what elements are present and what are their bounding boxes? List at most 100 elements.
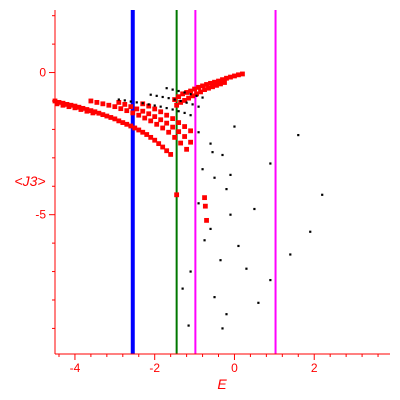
red-point-103	[210, 84, 215, 90]
red-point-25	[152, 137, 158, 143]
red-point-20	[132, 125, 138, 131]
red-point-93	[240, 71, 245, 77]
x-tick-label: -2	[149, 361, 160, 375]
red-point-69	[152, 106, 158, 112]
black-point-25	[183, 91, 186, 94]
red-point-101	[202, 87, 207, 93]
red-point-52	[178, 140, 184, 146]
red-point-13	[104, 113, 110, 119]
red-point-99	[194, 91, 199, 97]
red-point-30	[54, 101, 60, 107]
black-point-21	[197, 105, 200, 108]
red-point-39	[100, 101, 106, 107]
red-point-102	[206, 85, 211, 91]
black-point-46	[187, 324, 190, 327]
red-point-95	[178, 99, 184, 105]
black-point-17	[173, 98, 176, 101]
red-point-94	[174, 102, 180, 108]
red-point-12	[100, 112, 106, 118]
red-point-19	[128, 123, 134, 129]
red-point-97	[186, 95, 192, 101]
red-point-84	[204, 82, 209, 87]
red-point-37	[88, 98, 94, 104]
red-point-80	[188, 88, 193, 94]
black-point-38	[237, 244, 240, 248]
black-point-24	[177, 89, 180, 93]
black-point-42	[245, 267, 248, 270]
red-point-87	[216, 78, 221, 84]
black-point-7	[159, 105, 162, 108]
red-point-110	[204, 217, 209, 223]
red-point-35	[84, 108, 90, 114]
red-point-62	[164, 120, 170, 126]
black-point-48	[289, 253, 292, 256]
black-point-49	[309, 230, 312, 233]
red-point-46	[142, 115, 148, 121]
red-point-32	[66, 104, 72, 110]
black-point-8	[165, 106, 168, 110]
black-point-4	[141, 102, 144, 105]
y-tick-label: -5	[35, 208, 46, 222]
red-point-92	[236, 72, 241, 78]
x-axis-label: E	[217, 376, 227, 392]
red-point-53	[184, 146, 190, 152]
red-point-26	[156, 141, 162, 147]
red-point-75	[188, 128, 193, 134]
red-point-16	[116, 118, 122, 124]
black-point-18	[179, 99, 182, 103]
red-point-48	[154, 121, 160, 127]
black-point-30	[209, 142, 212, 145]
red-point-91	[232, 73, 237, 79]
red-point-77	[176, 94, 182, 100]
black-point-10	[177, 110, 180, 113]
black-point-31	[221, 153, 224, 157]
red-point-73	[176, 120, 182, 125]
red-point-33	[72, 105, 78, 111]
red-point-82	[196, 84, 201, 90]
black-point-41	[181, 287, 184, 290]
red-point-23	[144, 132, 150, 137]
red-point-11	[96, 110, 102, 116]
black-point-1	[123, 99, 126, 102]
black-point-29	[197, 131, 200, 134]
black-point-15	[161, 95, 164, 99]
black-point-12	[189, 114, 192, 117]
red-point-61	[158, 117, 164, 123]
red-point-89	[224, 75, 229, 81]
black-point-45	[257, 301, 260, 304]
black-point-0	[117, 98, 120, 101]
red-point-88	[220, 77, 225, 83]
black-point-39	[219, 259, 222, 262]
red-point-68	[146, 103, 152, 109]
red-point-79	[184, 90, 190, 95]
red-point-108	[202, 195, 207, 201]
red-point-44	[130, 110, 136, 116]
red-point-100	[198, 89, 203, 95]
red-point-83	[200, 83, 205, 89]
black-point-40	[189, 270, 192, 273]
x-tick-label: 2	[311, 361, 318, 375]
black-point-51	[269, 162, 272, 165]
black-point-52	[297, 133, 300, 137]
red-point-41	[112, 104, 118, 110]
red-point-60	[152, 114, 158, 120]
red-point-85	[208, 80, 213, 86]
red-point-71	[164, 112, 170, 118]
red-point-27	[160, 144, 166, 150]
black-point-23	[171, 88, 174, 91]
black-point-50	[321, 193, 324, 196]
red-point-43	[124, 108, 130, 114]
red-point-56	[128, 104, 134, 110]
black-point-6	[153, 104, 156, 107]
black-point-43	[269, 278, 272, 282]
black-point-47	[221, 327, 224, 330]
red-point-22	[140, 129, 146, 135]
red-point-72	[170, 116, 176, 122]
red-point-90	[228, 74, 233, 80]
y-tick-label: 0	[39, 66, 46, 80]
red-point-28	[164, 148, 170, 154]
red-point-24	[148, 134, 154, 140]
red-point-104	[214, 82, 219, 88]
